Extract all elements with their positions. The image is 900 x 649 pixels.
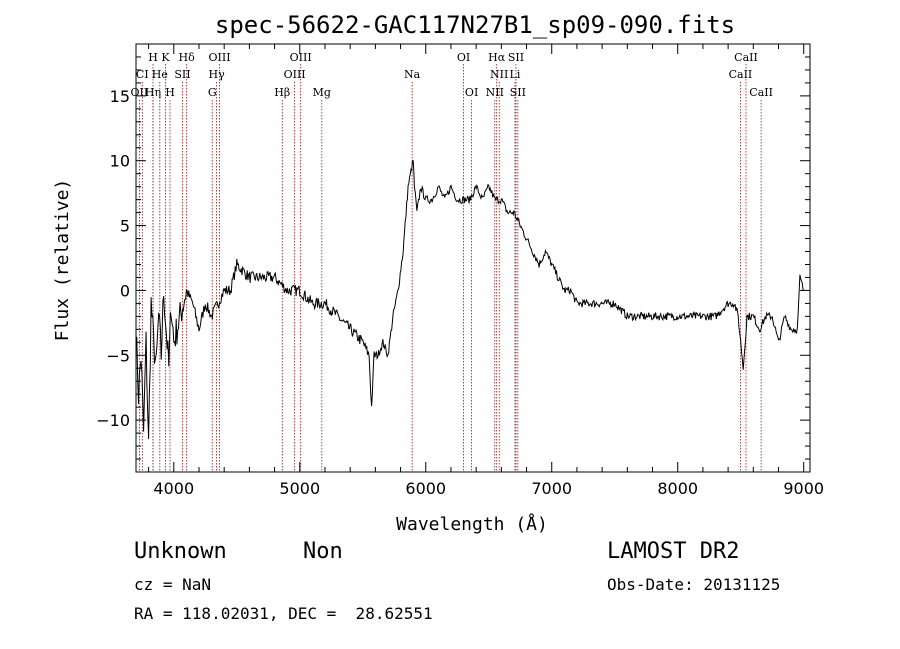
spectral-line-label: SII [510,86,526,99]
y-tick-label: 15 [110,87,130,106]
x-tick-label: 7000 [531,479,572,498]
spectral-line-label: SII [174,68,190,81]
spectrum-line [135,159,805,440]
y-tick-label: −5 [106,346,130,365]
spectral-line-label: Na [404,68,421,81]
x-tick-label: 4000 [153,479,194,498]
spectral-line-label: H [165,86,175,99]
redshift-cz: cz = NaN [134,575,212,594]
spectral-line-label: Li [510,68,521,81]
spectral-line-label: G [208,86,217,99]
object-subclass: Non [303,539,343,564]
spectral-line-label: CaII [729,68,753,81]
observation-date: Obs-Date: 20131125 [607,575,781,594]
y-axis-label: Flux (relative) [52,179,73,342]
spectral-line-label: K [161,51,170,64]
spectral-line-label: CaII [734,51,758,64]
spectral-line-label: He [152,68,168,81]
survey-release: LAMOST DR2 [607,539,740,564]
spectral-line-label: CaII [749,86,773,99]
spectral-line-label: NII [490,68,508,81]
y-tick-label: −10 [96,411,130,430]
spectral-line-label: OI [465,86,478,99]
spectral-line-label: NII [486,86,504,99]
x-tick-label: 6000 [405,479,446,498]
spectral-line-label: Hα [488,51,506,64]
spectral-line-label: OIII [208,51,230,64]
x-tick-label: 8000 [657,479,698,498]
coordinates: RA = 118.02031, DEC = 28.62551 [134,604,433,623]
spectral-line-label: OI [457,51,470,64]
spectral-line-label: SII [508,51,524,64]
spectral-line-label: Hδ [179,51,196,64]
x-tick-label: 5000 [279,479,320,498]
spectral-line-label: H [148,51,158,64]
y-tick-label: 5 [120,217,130,236]
spectral-line-label: Mg [313,86,331,99]
axis-ticks-layer: 4000 5000 6000 7000 8000 9000 −10 −5 0 5 10 15 [96,43,824,498]
y-tick-label: 10 [110,152,130,171]
x-tick-label: 9000 [783,479,824,498]
spectral-line-label: Hβ [274,86,290,99]
spectral-line-label: Hη [145,86,161,99]
object-class: Unknown [134,539,227,564]
spectral-line-label: CI [136,68,149,81]
x-axis-label: Wavelength (Å) [396,513,548,535]
spectral-line-label: Hγ [209,68,226,81]
spectral-line-label: OIII [290,51,312,64]
y-tick-label: 0 [120,281,130,300]
spectral-line-label: OIII [284,68,306,81]
chart-title: spec-56622-GAC117N27B1_sp09-090.fits [215,11,735,39]
plot-frame [135,43,811,473]
